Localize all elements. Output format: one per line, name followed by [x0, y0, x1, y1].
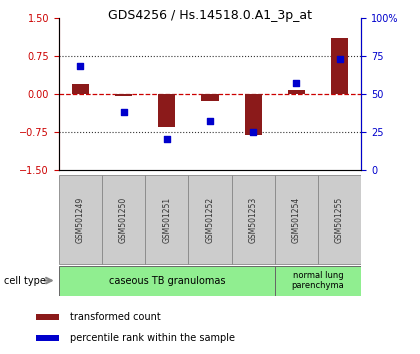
Point — [207, 118, 213, 124]
Point — [336, 56, 343, 62]
Text: GSM501253: GSM501253 — [249, 196, 258, 242]
FancyBboxPatch shape — [275, 266, 361, 296]
Text: transformed count: transformed count — [70, 312, 161, 322]
Bar — [201, 94, 219, 101]
Point — [77, 64, 84, 69]
Text: GSM501252: GSM501252 — [205, 196, 215, 242]
Bar — [36, 314, 59, 320]
FancyBboxPatch shape — [189, 175, 231, 264]
Bar — [158, 94, 176, 127]
Bar — [72, 84, 89, 94]
Point — [120, 109, 127, 115]
Text: cell type: cell type — [4, 275, 46, 286]
Bar — [115, 94, 132, 96]
FancyBboxPatch shape — [59, 266, 275, 296]
Point — [250, 129, 257, 135]
Text: GSM501254: GSM501254 — [292, 196, 301, 242]
Point — [163, 137, 170, 142]
Text: GSM501250: GSM501250 — [119, 196, 128, 242]
Text: GSM501255: GSM501255 — [335, 196, 344, 242]
Text: GSM501249: GSM501249 — [76, 196, 85, 242]
Text: percentile rank within the sample: percentile rank within the sample — [70, 333, 235, 343]
FancyBboxPatch shape — [275, 175, 318, 264]
Text: caseous TB granulomas: caseous TB granulomas — [108, 275, 225, 286]
FancyBboxPatch shape — [59, 175, 102, 264]
Text: GDS4256 / Hs.14518.0.A1_3p_at: GDS4256 / Hs.14518.0.A1_3p_at — [108, 9, 312, 22]
Bar — [36, 335, 59, 341]
FancyBboxPatch shape — [102, 175, 145, 264]
FancyBboxPatch shape — [318, 175, 361, 264]
Bar — [331, 38, 348, 94]
Text: GSM501251: GSM501251 — [162, 196, 171, 242]
Point — [293, 80, 300, 86]
FancyBboxPatch shape — [231, 175, 275, 264]
Text: normal lung
parenchyma: normal lung parenchyma — [291, 271, 344, 290]
FancyBboxPatch shape — [145, 175, 189, 264]
Bar — [244, 94, 262, 136]
Bar — [288, 90, 305, 94]
